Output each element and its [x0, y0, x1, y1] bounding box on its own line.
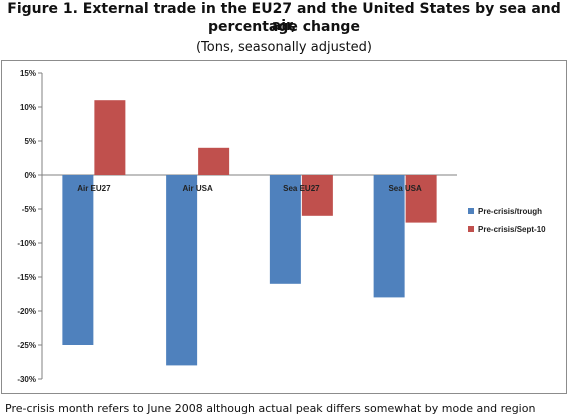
bar	[94, 100, 126, 175]
y-tick-label: -15%	[17, 273, 36, 282]
y-tick-label: -25%	[17, 341, 36, 350]
chart-subtitle: (Tons, seasonally adjusted)	[195, 40, 372, 55]
bar	[373, 175, 405, 298]
bar	[62, 175, 94, 345]
x-category-label: Air EU27	[77, 184, 111, 193]
y-tick-label: 15%	[20, 69, 36, 78]
chart-title: Figure 1. External trade in the EU27 and…	[7, 1, 561, 34]
y-tick-label: 10%	[20, 103, 36, 112]
x-category-label: Sea EU27	[283, 184, 320, 193]
bar	[301, 175, 333, 216]
y-tick-label: -5%	[22, 205, 36, 214]
bar	[198, 147, 230, 175]
x-category-labels: Air EU27 Air USA Sea EU27 Sea USA	[77, 184, 422, 193]
bar	[269, 175, 301, 284]
x-category-label: Air USA	[183, 184, 213, 193]
legend-label: Pre-crisis/Sept-10	[478, 225, 546, 234]
bar-chart: 15% 10% 5% 0% -5% -10% -15% -20% -25% -30% Air EU…	[17, 69, 546, 384]
bar	[405, 175, 437, 223]
bars	[62, 100, 437, 366]
footnote: Pre-crisis month refers to June 2008 alt…	[5, 402, 536, 415]
legend: Pre-crisis/trough Pre-crisis/Sept-10	[468, 207, 546, 234]
y-tick-label: 0%	[24, 171, 36, 180]
legend-label: Pre-crisis/trough	[478, 207, 542, 216]
bar	[166, 175, 198, 366]
y-tick-label: -20%	[17, 307, 36, 316]
legend-swatch	[468, 208, 474, 214]
legend-swatch	[468, 226, 474, 232]
chart-frame: 15% 10% 5% 0% -5% -10% -15% -20% -25% -30% Air EU…	[1, 60, 567, 394]
y-tick-label: 5%	[24, 137, 36, 146]
y-tick-label: -30%	[17, 375, 36, 384]
x-category-label: Sea USA	[388, 184, 422, 193]
y-axis: 15% 10% 5% 0% -5% -10% -15% -20% -25% -30%	[17, 69, 457, 384]
chart-title-line2: percentage change	[208, 19, 360, 35]
y-tick-label: -10%	[17, 239, 36, 248]
